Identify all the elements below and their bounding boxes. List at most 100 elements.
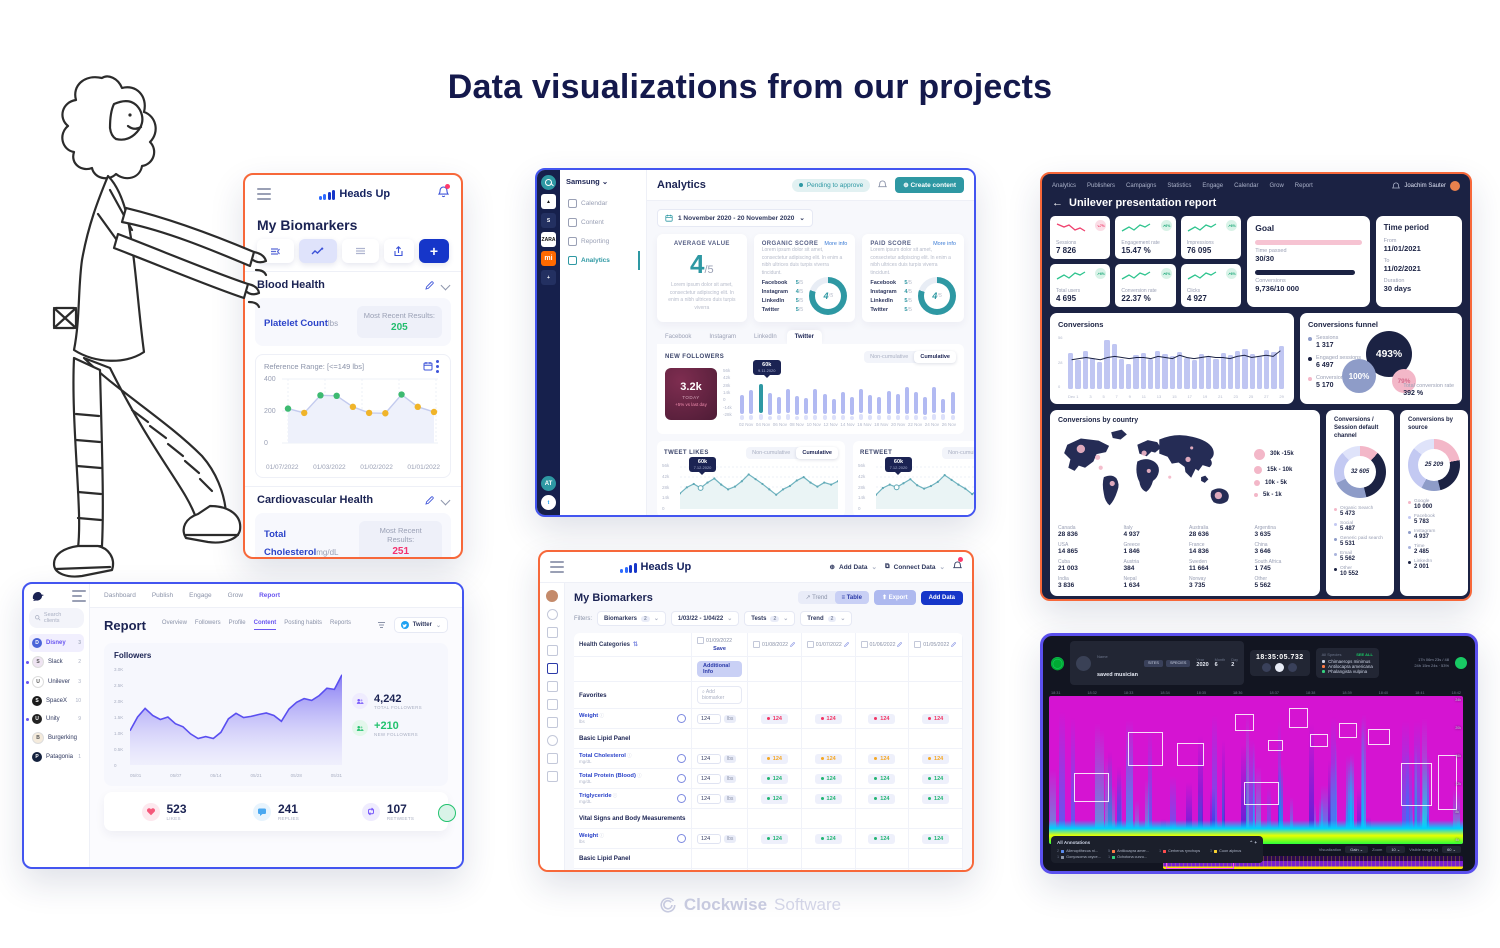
biomarker-row[interactable]: Total Cholesterol ⓘmg/dL	[574, 869, 692, 870]
checkbox[interactable]	[860, 641, 868, 648]
chip-sites[interactable]: SITES	[1143, 659, 1163, 667]
add-biomarker-button[interactable]: +	[418, 239, 449, 263]
col-date[interactable]: 01/08/2022	[748, 633, 802, 657]
user-menu[interactable]: Joachim Sauter	[1392, 181, 1460, 191]
client-patagonia[interactable]: P Patagonia 1	[29, 748, 84, 766]
menu-icon[interactable]	[72, 590, 87, 602]
cardio-health-section[interactable]: Cardiovascular Health	[245, 486, 461, 513]
annotation-box[interactable]	[1177, 743, 1205, 767]
more-info-link[interactable]: More info	[933, 241, 956, 247]
chevron-down-icon[interactable]	[440, 280, 451, 290]
value-input[interactable]: 124	[697, 773, 721, 784]
see-all-link[interactable]: SEE ALL	[1356, 652, 1373, 657]
field-day[interactable]: Day 2	[1231, 658, 1238, 668]
status-cell[interactable]: 124	[856, 869, 910, 870]
annotation-item[interactable]: 2 Allenopithecus ni...	[1057, 849, 1104, 853]
platform-select[interactable]: Twitter ⌄	[393, 617, 449, 633]
annotation-box[interactable]	[1438, 755, 1457, 811]
toggle-cumulative[interactable]: Cumulative	[914, 351, 956, 363]
field-year[interactable]: Year 2020	[1196, 658, 1208, 668]
gear-icon[interactable]	[677, 754, 686, 763]
search-icon[interactable]	[541, 175, 556, 190]
filter-icon[interactable]	[377, 621, 386, 629]
play-button[interactable]	[1275, 663, 1285, 672]
nav-publish[interactable]: Publish	[151, 592, 174, 599]
status-cell[interactable]: 124	[748, 829, 802, 849]
status-cell[interactable]: 124	[748, 709, 802, 729]
edit-icon[interactable]	[546, 681, 558, 692]
share-button[interactable]	[383, 239, 414, 263]
status-cell[interactable]: 124	[855, 769, 910, 789]
user-avatar[interactable]	[1455, 657, 1467, 669]
menu-icon[interactable]	[550, 561, 564, 573]
checkbox[interactable]	[806, 641, 814, 648]
more-info-link[interactable]: More info	[824, 241, 848, 247]
filter-biomarkers[interactable]: Biomarkers 2 ⌄	[597, 611, 666, 626]
annotation-item[interactable]: 1 Ochotona curzo...	[1108, 855, 1155, 859]
status-cell[interactable]: 124	[801, 769, 856, 789]
chevron-down-icon[interactable]	[440, 495, 451, 505]
filter-view-button[interactable]	[257, 239, 295, 263]
sidebar-item-analytics[interactable]: Analytics	[566, 251, 640, 270]
adidas-workspace-icon[interactable]: ▲	[541, 194, 556, 209]
workspace-select[interactable]: Samsung ⌄	[566, 177, 609, 186]
value-input[interactable]: 124	[697, 833, 721, 844]
annotation-box[interactable]	[1400, 762, 1432, 807]
status-cell[interactable]: 124	[855, 829, 910, 849]
add-biomarker-input[interactable]: ⌕ Add biomarker	[697, 686, 742, 704]
prev-button[interactable]	[1262, 663, 1272, 672]
status-cell[interactable]: 124	[801, 749, 856, 769]
value-input[interactable]: 124	[697, 793, 721, 804]
tab-profile[interactable]: Profile	[228, 620, 246, 626]
kebab-menu-icon[interactable]	[436, 364, 439, 368]
chat-icon[interactable]	[546, 627, 558, 638]
export-button[interactable]: ⬆ Export	[873, 590, 916, 605]
tab-posting-habits[interactable]: Posting habits	[284, 620, 322, 626]
sidebar-item-calendar[interactable]: Calendar	[566, 194, 640, 213]
status-cell[interactable]: 124	[909, 769, 963, 789]
annotation-box[interactable]	[1338, 722, 1358, 738]
client-burgerking[interactable]: B Burgerking	[29, 728, 84, 748]
annotation-item[interactable]: 1 Gonyosoma oxyce...	[1057, 855, 1104, 859]
status-cell[interactable]: 124	[748, 789, 802, 809]
status-cell[interactable]: 124	[909, 829, 963, 849]
gear-icon[interactable]	[677, 774, 686, 783]
collapse-icon[interactable]: ⌃ +	[1249, 840, 1257, 845]
settings-icon[interactable]	[546, 771, 558, 782]
bell-icon[interactable]	[952, 557, 963, 576]
status-cell[interactable]: 124	[909, 869, 963, 870]
annotation-box[interactable]	[1243, 781, 1279, 805]
nav-grow[interactable]: Grow	[227, 592, 244, 599]
save-link[interactable]: Save	[713, 646, 726, 652]
spectrogram-view[interactable]: 24k 20k 16k 12k 8k 4k	[1049, 696, 1463, 844]
status-cell[interactable]: 124	[909, 749, 963, 769]
toggle-option[interactable]: Non-cumulative	[948, 450, 974, 456]
annotation-item[interactable]: 5 Antilocapra amer...	[1108, 849, 1155, 853]
col-date[interactable]: 01/07/2022	[801, 633, 856, 657]
annotation-box[interactable]	[1127, 731, 1163, 767]
status-cell[interactable]: 124	[748, 749, 802, 769]
gear-icon[interactable]	[677, 714, 686, 723]
search-clients-input[interactable]: Search clients	[29, 608, 85, 628]
edit-icon[interactable]	[425, 280, 434, 290]
col-date[interactable]: 01/05/2022	[909, 633, 963, 657]
nav-calendar[interactable]: Calendar	[1234, 183, 1259, 189]
gear-icon[interactable]	[677, 834, 686, 843]
connect-data-menu[interactable]: ⧉ Connect Data ⌄	[884, 563, 945, 571]
trend-view-button[interactable]	[299, 239, 337, 263]
tab-content[interactable]: Content	[253, 620, 277, 630]
annotation-box[interactable]	[1235, 713, 1254, 731]
mi-workspace-icon[interactable]: mi	[541, 251, 556, 266]
checkbox[interactable]	[914, 641, 922, 648]
additional-info-button[interactable]: Additional Info	[697, 661, 742, 677]
app-logo[interactable]: ◉	[1050, 655, 1065, 672]
client-slack[interactable]: S Slack 2	[26, 652, 84, 672]
checkbox[interactable]	[697, 637, 704, 644]
toggle-noncumulative[interactable]: Non-cumulative	[870, 354, 909, 360]
sidebar-item-content[interactable]: Content	[566, 213, 640, 232]
calendar-icon[interactable]	[423, 361, 433, 371]
annotation-item[interactable]: 3 Cuon alpinus	[1210, 849, 1257, 853]
checkbox[interactable]	[753, 641, 760, 648]
